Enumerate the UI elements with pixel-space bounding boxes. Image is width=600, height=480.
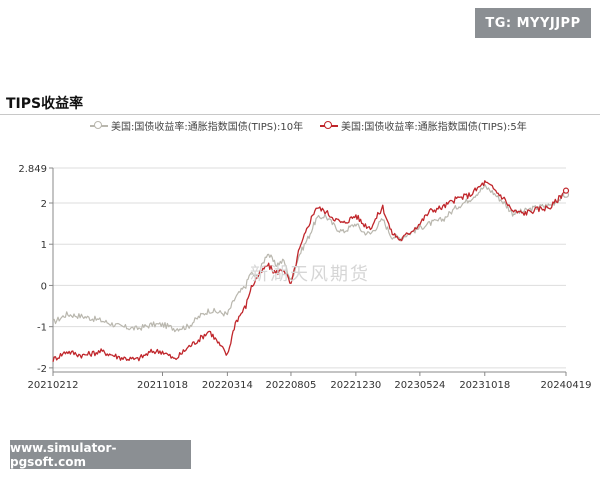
x-tick-label: 20211018 xyxy=(137,380,188,391)
telegram-badge: TG: MYYJJPP xyxy=(475,8,591,38)
legend-item-10y[interactable]: 美国:国债收益率:通胀指数国债(TIPS):10年 xyxy=(90,118,303,133)
watermark: 新湖天风期货 xyxy=(250,264,370,285)
legend-swatch-5y-icon xyxy=(320,120,338,132)
series-line-5y xyxy=(52,180,567,362)
x-tick-label: 20231018 xyxy=(459,380,510,391)
end-marker-5y xyxy=(562,187,570,194)
x-tick-label: 20230524 xyxy=(394,380,445,391)
series-line-10y xyxy=(52,183,567,333)
legend-label-5y: 美国:国债收益率:通胀指数国债(TIPS):5年 xyxy=(341,122,527,133)
y-tick-label: 2.849 xyxy=(18,164,47,175)
legend-swatch-10y-icon xyxy=(90,120,108,132)
y-tick-label: -1 xyxy=(37,323,47,334)
chart-legend: 美国:国债收益率:通胀指数国债(TIPS):10年 美国:国债收益率:通胀指数国… xyxy=(0,118,600,134)
chart-title: TIPS收益率 xyxy=(6,96,84,112)
x-tick-label: 20221230 xyxy=(330,380,381,391)
y-tick-label: 1 xyxy=(41,240,47,251)
x-tick-label: 20240419 xyxy=(541,380,592,391)
x-tick-label: 20220314 xyxy=(202,380,253,391)
y-tick-label: -2 xyxy=(37,364,47,375)
legend-label-10y: 美国:国债收益率:通胀指数国债(TIPS):10年 xyxy=(111,122,304,133)
website-badge: www.simulator-pgsoft.com xyxy=(10,440,191,469)
x-tick-label: 20220805 xyxy=(266,380,317,391)
y-tick-label: 2 xyxy=(41,199,47,210)
x-tick-label: 20210212 xyxy=(28,380,79,391)
title-divider xyxy=(0,114,600,115)
line-chart: -2 -1 0 1 2 2.849 20210212 20211018 20220314 2022… xyxy=(18,164,592,391)
y-tick-label: 0 xyxy=(41,281,47,292)
legend-item-5y[interactable]: 美国:国债收益率:通胀指数国债(TIPS):5年 xyxy=(320,118,527,133)
